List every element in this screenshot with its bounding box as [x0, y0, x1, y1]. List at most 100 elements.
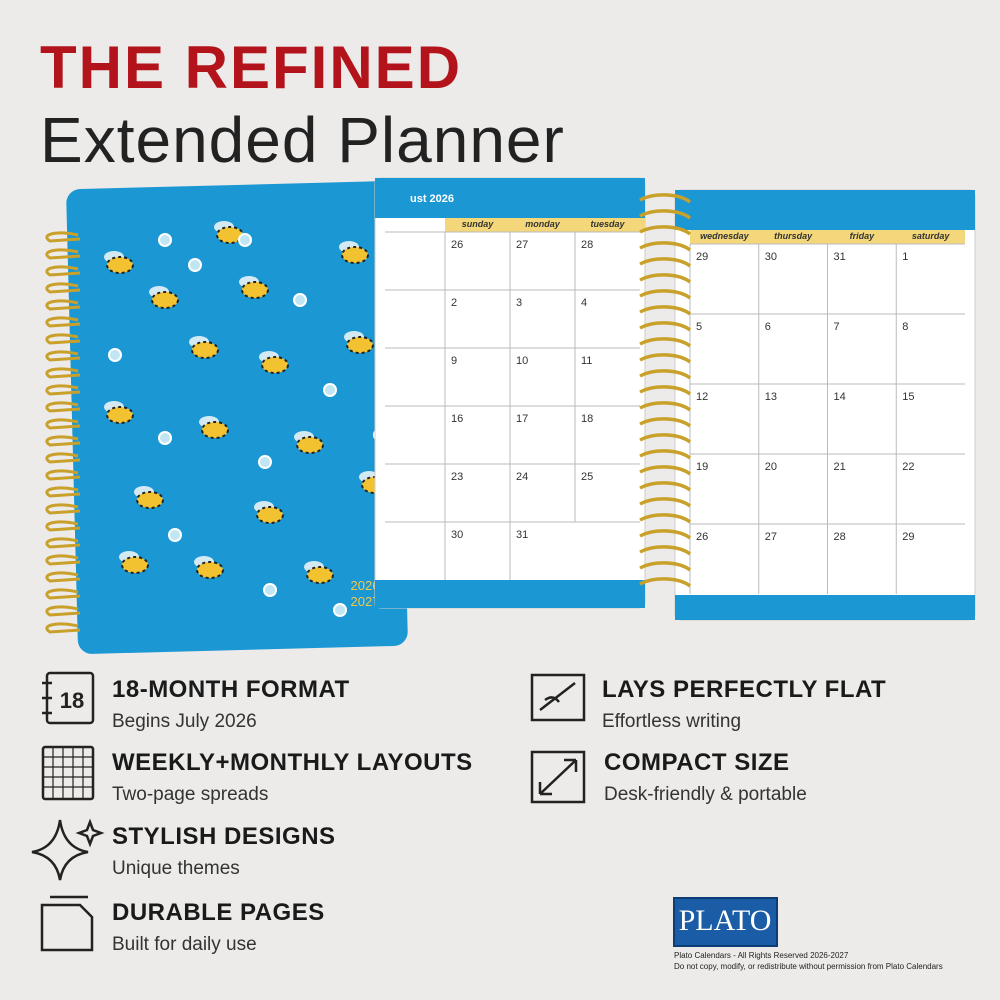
- bee-body: [241, 281, 269, 299]
- ring: [45, 401, 81, 413]
- planner-cover: 2026 2027: [45, 181, 408, 654]
- ring: [639, 337, 692, 348]
- date: 29: [696, 251, 708, 263]
- date: 27: [516, 239, 528, 251]
- date: 3: [516, 297, 522, 309]
- features: 18-MONTH FORMAT Begins July 2026 WEEKLY+MO…: [112, 676, 886, 955]
- icon-grid: [41, 745, 95, 801]
- flower: [293, 293, 307, 307]
- date: 17: [516, 413, 528, 425]
- bee-body: [306, 566, 334, 584]
- bee-body: [121, 556, 149, 574]
- ring: [45, 418, 81, 430]
- ring: [45, 316, 81, 328]
- date: 7: [834, 321, 840, 333]
- flower: [323, 383, 337, 397]
- flower: [168, 528, 182, 542]
- ring: [639, 369, 692, 380]
- date: 10: [516, 355, 528, 367]
- ring: [45, 282, 81, 294]
- date: 4: [581, 297, 587, 309]
- cover-year: 2026: [351, 578, 380, 593]
- ring: [45, 333, 81, 345]
- copyright: Plato Calendars - All Rights Reserved 20…: [674, 951, 849, 960]
- bee-body: [261, 356, 289, 374]
- date: 26: [696, 531, 708, 543]
- bee-body: [136, 491, 164, 509]
- ring: [45, 554, 81, 566]
- bee-body: [151, 291, 179, 309]
- bee-body: [106, 256, 134, 274]
- month-label: ust 2026: [410, 193, 454, 205]
- ring: [639, 209, 692, 220]
- ring: [639, 273, 692, 284]
- icon-text: 18: [60, 688, 84, 713]
- ring: [45, 384, 81, 396]
- ring: [639, 577, 692, 588]
- ring: [45, 622, 81, 634]
- day-name: friday: [850, 231, 876, 241]
- bee-body: [191, 341, 219, 359]
- ring: [639, 321, 692, 332]
- ring: [45, 486, 81, 498]
- date: 13: [765, 391, 777, 403]
- date: 28: [581, 239, 593, 251]
- logo-box: [673, 897, 778, 947]
- logo: PLATO: [679, 904, 772, 937]
- date: 30: [765, 251, 777, 263]
- date: 30: [451, 529, 463, 541]
- day-header: [445, 218, 645, 232]
- title: THE REFINED: [40, 34, 462, 101]
- page-band: [375, 580, 645, 608]
- ring: [639, 465, 692, 476]
- feature-title: STYLISH DESIGNS: [112, 823, 336, 850]
- feature-title: DURABLE PAGES: [112, 899, 325, 926]
- ring: [639, 225, 692, 236]
- day-name: thursday: [774, 231, 813, 241]
- flower: [108, 348, 122, 362]
- date: 12: [696, 391, 708, 403]
- ring: [45, 435, 81, 447]
- ring: [639, 193, 692, 204]
- day-name: wednesday: [700, 231, 750, 241]
- day-name: monday: [525, 219, 561, 229]
- bee-body: [196, 561, 224, 579]
- flower: [258, 455, 272, 469]
- bee-body: [346, 336, 374, 354]
- day-name: tuesday: [590, 219, 625, 229]
- page-band: [675, 595, 975, 620]
- date: 6: [765, 321, 771, 333]
- spiral: [45, 231, 81, 634]
- date: 9: [451, 355, 457, 367]
- icon-calendar: 18: [42, 671, 95, 725]
- date: 19: [696, 461, 708, 473]
- date: 21: [834, 461, 846, 473]
- bee-body: [201, 421, 229, 439]
- date: 26: [451, 239, 463, 251]
- ring: [639, 513, 692, 524]
- ring: [639, 561, 692, 572]
- day-name: sunday: [462, 219, 495, 229]
- day-name: saturday: [912, 231, 951, 241]
- date: 28: [834, 531, 846, 543]
- ring: [639, 385, 692, 396]
- date: 5: [696, 321, 702, 333]
- subtitle: Extended Planner: [40, 104, 565, 176]
- bee-body: [296, 436, 324, 454]
- ring: [639, 417, 692, 428]
- flower: [158, 233, 172, 247]
- date: 24: [516, 471, 528, 483]
- ring: [45, 367, 81, 379]
- ring: [639, 433, 692, 444]
- feature-subtitle: Unique themes: [112, 858, 240, 879]
- feature-subtitle: Begins July 2026: [112, 711, 257, 732]
- feature-subtitle: Built for daily use: [112, 934, 257, 955]
- ring: [45, 520, 81, 532]
- ring: [45, 605, 81, 617]
- date: 25: [581, 471, 593, 483]
- feature-title: WEEKLY+MONTHLY LAYOUTS: [112, 749, 473, 776]
- feature-title: LAYS PERFECTLY FLAT: [602, 676, 886, 703]
- date: 29: [902, 531, 914, 543]
- date: 16: [451, 413, 463, 425]
- icon-sparkle: [31, 818, 105, 881]
